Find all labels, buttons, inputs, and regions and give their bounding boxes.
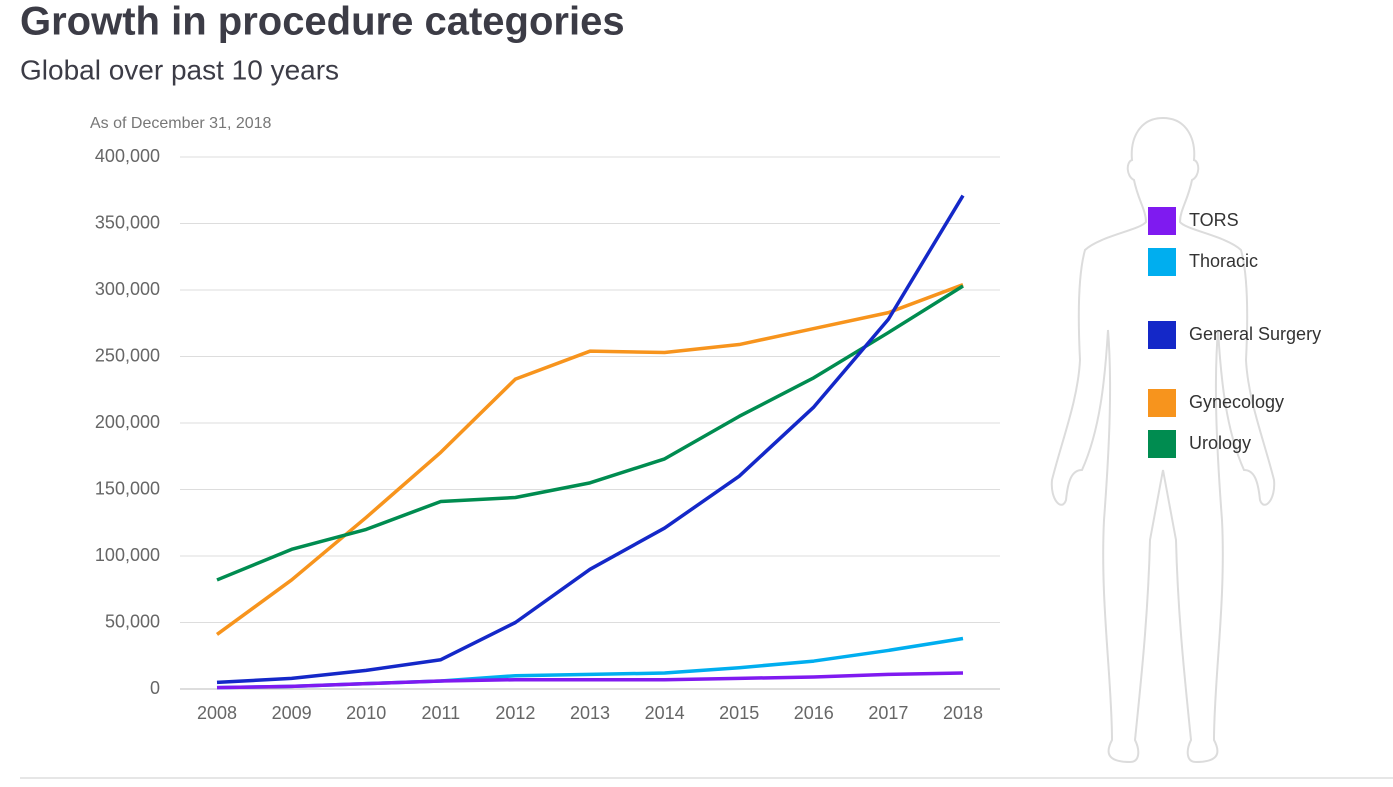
y-tick-label: 400,000: [95, 146, 160, 166]
legend-label: Gynecology: [1189, 392, 1284, 412]
legend-swatch: [1148, 207, 1176, 235]
y-tick-label: 250,000: [95, 345, 160, 365]
series-line: [216, 671, 964, 690]
annotation: As of December 31, 2018: [90, 115, 272, 132]
y-tick-label: 200,000: [95, 412, 160, 432]
y-tick-label: 300,000: [95, 279, 160, 299]
x-tick-label: 2010: [346, 703, 386, 723]
y-tick-label: 0: [150, 678, 160, 698]
x-tick-label: 2008: [197, 703, 237, 723]
legend-swatch: [1148, 389, 1176, 417]
series-line: [216, 194, 965, 685]
x-tick-label: 2013: [570, 703, 610, 723]
x-tick-label: 2012: [495, 703, 535, 723]
x-tick-label: 2011: [421, 703, 460, 723]
legend-swatch: [1148, 321, 1176, 349]
chart-subtitle: Global over past 10 years: [20, 54, 339, 85]
legend-label: TORS: [1189, 210, 1239, 230]
x-tick-label: 2016: [794, 703, 834, 723]
y-tick-label: 50,000: [105, 611, 160, 631]
x-tick-label: 2018: [943, 703, 983, 723]
x-tick-label: 2017: [868, 703, 908, 723]
legend-swatch: [1148, 248, 1176, 276]
series-line: [215, 283, 964, 636]
legend-label: General Surgery: [1189, 324, 1321, 344]
chart-title: Growth in procedure categories: [20, 0, 625, 44]
x-tick-label: 2009: [272, 703, 312, 723]
legend-label: Thoracic: [1189, 251, 1258, 271]
y-tick-label: 100,000: [95, 545, 160, 565]
x-tick-label: 2014: [645, 703, 685, 723]
legend-label: Urology: [1189, 433, 1251, 453]
y-tick-label: 350,000: [95, 212, 160, 232]
legend-swatch: [1148, 430, 1176, 458]
y-tick-label: 150,000: [95, 478, 160, 498]
body-silhouette: [1050, 116, 1276, 764]
x-tick-label: 2015: [719, 703, 759, 723]
series-line: [216, 284, 964, 582]
